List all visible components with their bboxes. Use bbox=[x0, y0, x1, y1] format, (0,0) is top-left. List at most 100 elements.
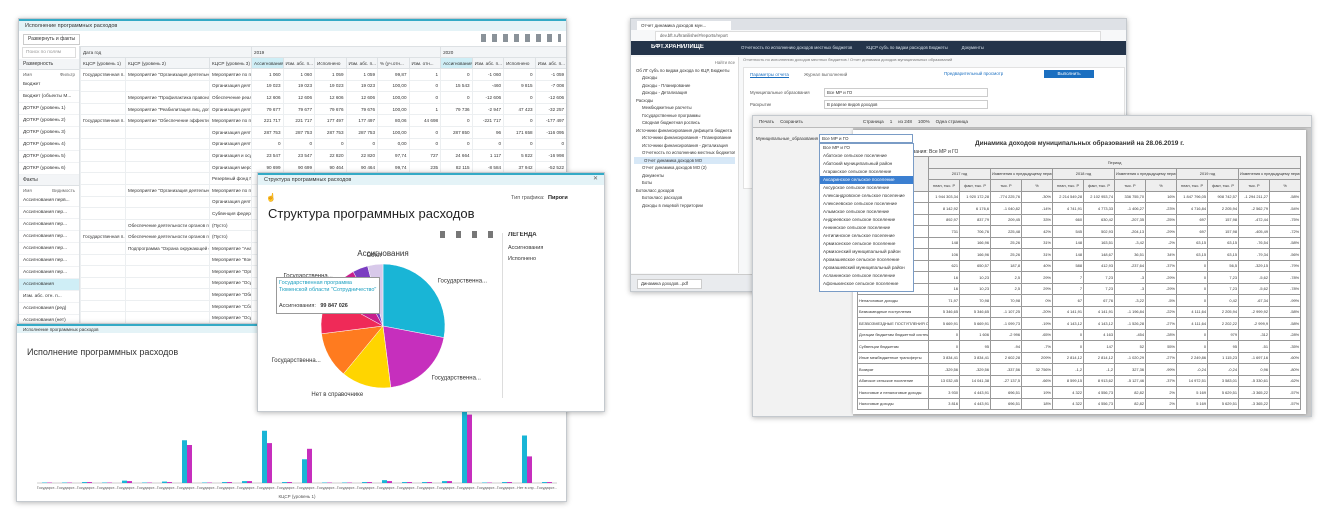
column-header[interactable]: Изм. абс. п... bbox=[345, 57, 379, 69]
tree-item[interactable]: Отчет динамика доходов МО (2) bbox=[642, 165, 707, 170]
legend-item[interactable]: Исполнено bbox=[508, 256, 537, 262]
dimension-item[interactable]: ДОТКР (уровень 3) bbox=[19, 127, 79, 139]
fact-item[interactable]: Ассигнования пер... bbox=[19, 219, 79, 231]
tree-item[interactable]: Межбюджетные расчеты bbox=[642, 105, 692, 110]
dropdown-option[interactable]: Афонькинское сельское поселение bbox=[823, 281, 899, 286]
dropdown-option[interactable]: Абатский муниципальный район bbox=[823, 161, 893, 166]
dropdown-option[interactable]: Асланинское сельское поселение bbox=[823, 273, 896, 278]
report-tab[interactable]: Параметры отчета bbox=[750, 72, 789, 78]
toolbar-item[interactable]: Одна страница bbox=[935, 119, 968, 124]
sort-label[interactable]: Имя bbox=[23, 188, 32, 193]
dropdown-option[interactable]: Агаракское сельское поселение bbox=[823, 169, 892, 174]
tree-item[interactable]: Боты bbox=[642, 180, 653, 185]
dropdown-option[interactable]: Абатское сельское поселение bbox=[823, 153, 887, 158]
param-select[interactable]: Все МР и ГО bbox=[819, 134, 913, 143]
toolbar-item[interactable]: из 248 bbox=[898, 119, 912, 124]
fact-item[interactable]: Ассигнования (ред) bbox=[19, 303, 79, 315]
dimension-item[interactable]: ДОТКР (уровень 5) bbox=[19, 151, 79, 163]
nav-tab[interactable]: КЦСР субъ по видам расходов Бюджеты bbox=[866, 45, 948, 50]
dropdown-option[interactable]: Алымское сельское поселение bbox=[823, 209, 890, 214]
dimension-item[interactable]: ДОТКР (уровень 1) bbox=[19, 103, 79, 115]
tree-item[interactable]: Источники финансирования дефицита бюджет… bbox=[636, 127, 732, 133]
dropdown-option[interactable]: Армизонское сельское поселение bbox=[823, 241, 896, 246]
param-value[interactable]: Все МР и ГО bbox=[824, 88, 988, 97]
dropdown-option[interactable]: Аромашевский муниципальный район bbox=[823, 265, 905, 270]
dropdown-option[interactable]: Александровское сельское поселение bbox=[823, 193, 905, 198]
fact-item[interactable]: Ассигнования пер... bbox=[19, 243, 79, 255]
dropdown-option[interactable]: Все МР и ГО bbox=[823, 145, 851, 150]
tree-item[interactable]: Отчет динамика доходов МО bbox=[634, 156, 735, 164]
tree-item[interactable]: Ботокласс расходов bbox=[642, 195, 683, 200]
fact-item[interactable]: Ассигнования пер... bbox=[19, 231, 79, 243]
dimension-item[interactable]: ДОТКР (уровень 2) bbox=[19, 115, 79, 127]
toolbar-item[interactable]: 100% bbox=[917, 119, 930, 124]
chart-type[interactable]: Пироги bbox=[548, 195, 568, 201]
tree-item[interactable]: Отчетность по исполнению местных бюджето… bbox=[642, 150, 735, 155]
fact-item[interactable]: Ассигнования перв... bbox=[19, 195, 79, 207]
fact-item[interactable]: Ассигнования bbox=[19, 279, 79, 291]
fact-item[interactable]: Изм. абс. отн. п... bbox=[19, 291, 79, 303]
url-bar[interactable]: dev.bft.ru/hranilishe/#/reports/report bbox=[655, 31, 1101, 41]
fact-item[interactable]: Ассигнования пер... bbox=[19, 255, 79, 267]
tree-item[interactable]: Доходы - Планирование bbox=[642, 82, 691, 88]
dropdown-option[interactable]: Армизонский муниципальный район bbox=[823, 249, 901, 254]
search-box[interactable]: Поиск по полям bbox=[22, 47, 76, 58]
browser-tab[interactable]: Отчет динамика доходов мун... bbox=[637, 21, 731, 30]
fact-item[interactable]: Ассигнования пер... bbox=[19, 267, 79, 279]
toolbar-item[interactable]: Страница bbox=[862, 119, 884, 124]
toolbar-icons[interactable] bbox=[481, 34, 561, 42]
nav-tab[interactable]: Документы bbox=[961, 45, 984, 50]
dropdown-option[interactable]: Аксаринское сельское поселение bbox=[820, 176, 913, 184]
tree-item[interactable]: Ботокласс доходов bbox=[636, 187, 675, 193]
column-header[interactable]: Изм. абс. п... bbox=[282, 57, 316, 69]
column-header[interactable]: Ассигнования bbox=[251, 57, 284, 69]
run-button[interactable]: Выполнить bbox=[1044, 70, 1094, 78]
dropdown-option[interactable]: Алексеевское сельское поселение bbox=[823, 201, 898, 206]
dropdown-option[interactable]: Андреевское сельское поселение bbox=[823, 217, 896, 222]
tree-item[interactable]: Об ЛГ субъ по видам дохода по КЦР, Бюдже… bbox=[636, 67, 730, 73]
toolbar-item[interactable]: Сохранить bbox=[780, 119, 803, 124]
chart-icons[interactable] bbox=[440, 231, 500, 238]
tree-item[interactable]: Доходы bbox=[642, 75, 658, 80]
tree-item[interactable]: Источники финансирования - Планирование bbox=[642, 135, 732, 140]
fact-item[interactable]: Ассигнования пер... bbox=[19, 207, 79, 219]
fact-item[interactable]: Ассигнования (нет) bbox=[19, 315, 79, 324]
dropdown-option[interactable]: Антипинское сельское поселение bbox=[823, 233, 895, 238]
tree-item[interactable]: Сводная бюджетная роспись bbox=[642, 120, 700, 125]
column-header[interactable]: Исполнено bbox=[503, 57, 536, 69]
report-tab[interactable]: Журнал выполнений bbox=[804, 72, 848, 77]
tree-item[interactable]: Документы bbox=[642, 172, 665, 178]
sort-label[interactable]: Видимость bbox=[52, 188, 75, 193]
tree-item[interactable]: Государственные программы bbox=[642, 112, 701, 118]
toolbar-item[interactable]: Печать bbox=[759, 119, 775, 124]
taskbar-item[interactable]: Динамика доходов...pdf bbox=[637, 279, 702, 289]
sort-label[interactable]: Имя bbox=[23, 72, 32, 77]
dropdown-option[interactable]: Аксурское сельское поселение bbox=[823, 185, 890, 190]
tree-header[interactable]: Найти все bbox=[714, 60, 735, 65]
tree-item[interactable]: Доходы - Детализация bbox=[642, 90, 688, 95]
nav-tab[interactable]: Отчетность по исполнению доходов местных… bbox=[741, 45, 853, 50]
preview-button[interactable]: Предварительный просмотр bbox=[944, 71, 1004, 76]
dimension-item[interactable]: Бюджет bbox=[19, 79, 79, 91]
column-header[interactable]: % (уч.отн... bbox=[377, 57, 410, 69]
column-header[interactable]: КЦСР (уровень 2) bbox=[125, 57, 210, 69]
column-header[interactable]: КЦСР (уровень 3) bbox=[208, 57, 253, 69]
column-header[interactable]: Изм. отн... bbox=[408, 57, 442, 69]
column-header[interactable]: Изм. абс. п... bbox=[534, 57, 566, 69]
dropdown-option[interactable]: Аромашевское сельское поселение bbox=[823, 257, 900, 262]
dimension-item[interactable]: ДОТКР (уровень 4) bbox=[19, 139, 79, 151]
tree-item[interactable]: Расходы bbox=[636, 97, 654, 103]
dimension-item[interactable]: ДОТКР (уровень 6) bbox=[19, 163, 79, 175]
column-header[interactable]: Ассигнования bbox=[440, 57, 473, 69]
expand-button[interactable]: Развернуть и факты bbox=[23, 34, 81, 45]
dimension-item[interactable]: Бюджет (объекты М... bbox=[19, 91, 79, 103]
toolbar-item[interactable]: 1 bbox=[889, 119, 893, 124]
param-value[interactable]: В разрезе видов доходов bbox=[824, 100, 988, 109]
sort-label[interactable]: Фильтр bbox=[59, 72, 75, 77]
column-header[interactable]: КЦСР (уровень 1) bbox=[80, 57, 126, 69]
tree-item[interactable]: Доходы в лицевой территории bbox=[642, 202, 703, 208]
close-button[interactable]: ✕ bbox=[592, 176, 598, 182]
tree-item[interactable]: Источники финансирования - Детализация bbox=[642, 142, 728, 148]
column-header[interactable]: Изм. абс. п... bbox=[471, 57, 505, 69]
column-header[interactable]: Исполнено bbox=[314, 57, 347, 69]
